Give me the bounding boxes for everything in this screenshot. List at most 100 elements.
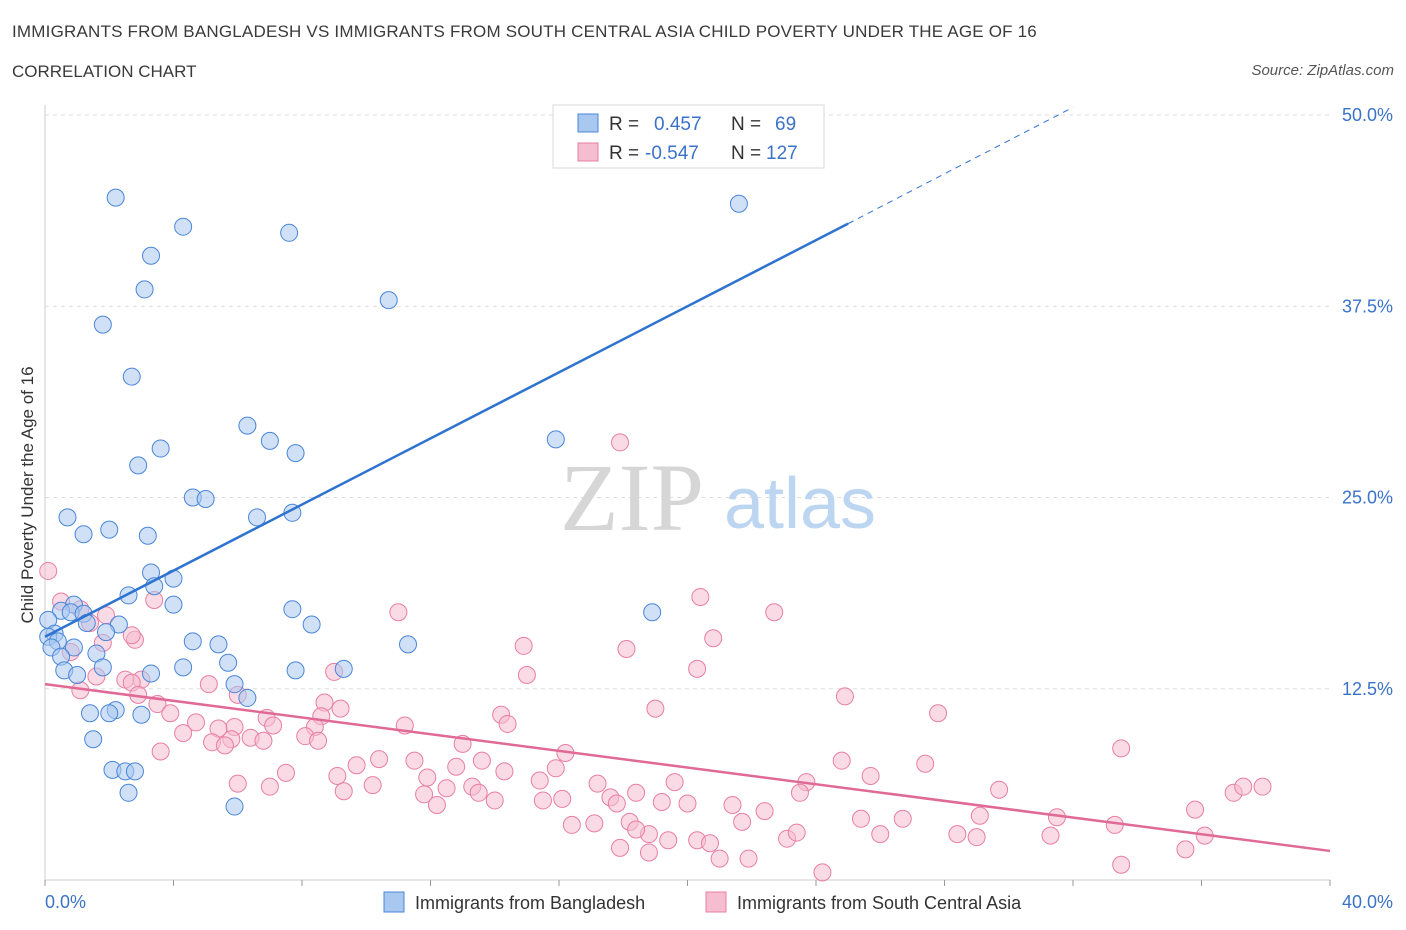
point-bangladesh [142,246,161,265]
point-south-central-asia [627,783,646,802]
point-south-central-asia [472,751,491,770]
point-south-central-asia [151,742,170,761]
point-south-central-asia [415,785,434,804]
point-south-central-asia [765,603,784,622]
point-bangladesh [125,762,144,781]
point-south-central-asia [1186,800,1205,819]
point-south-central-asia [611,838,630,857]
point-bangladesh [129,456,148,475]
point-bangladesh [93,658,112,677]
point-south-central-asia [437,779,456,798]
point-south-central-asia [553,789,572,808]
point-south-central-asia [495,762,514,781]
point-south-central-asia [652,792,671,811]
point-south-central-asia [916,754,935,773]
watermark-zip: ZIP [560,444,704,551]
watermark: ZIP atlas [560,444,876,551]
legend: Immigrants from Bangladesh Immigrants fr… [383,891,1022,913]
point-bangladesh [68,665,87,684]
stats-r-value: -0.547 [645,143,699,164]
point-south-central-asia [755,802,774,821]
point-bangladesh [183,632,202,651]
point-south-central-asia [948,825,967,844]
legend-label-bangladesh: Immigrants from Bangladesh [415,893,645,913]
point-south-central-asia [990,780,1009,799]
point-bangladesh [84,730,103,749]
point-south-central-asia [611,433,630,452]
point-bangladesh [80,704,99,723]
point-south-central-asia [1176,840,1195,859]
point-south-central-asia [39,561,58,580]
source-label: Source: ZipAtlas.com [1251,62,1394,79]
x-tick-labels: 0.0% 40.0% [45,892,1393,912]
point-south-central-asia [562,815,581,834]
legend-label-south-central-asia: Immigrants from South Central Asia [737,893,1022,913]
stats-n-value: 127 [766,143,798,164]
point-south-central-asia [260,777,279,796]
stats-r-label: R = [609,114,639,135]
point-south-central-asia [1234,777,1253,796]
point-south-central-asia [122,626,141,645]
point-south-central-asia [1253,777,1272,796]
point-south-central-asia [389,603,408,622]
point-south-central-asia [893,809,912,828]
stats-n-value: 69 [775,114,796,135]
point-bangladesh [260,431,279,450]
y-tick-label: 12.5% [1342,679,1393,699]
point-south-central-asia [517,665,536,684]
point-south-central-asia [659,831,678,850]
point-south-central-asia [700,834,719,853]
point-bangladesh [238,416,257,435]
point-south-central-asia [639,843,658,862]
point-bangladesh [379,291,398,310]
point-bangladesh [238,688,257,707]
chart-title: IMMIGRANTS FROM BANGLADESH VS IMMIGRANTS… [12,22,1037,41]
gridlines [45,114,1330,690]
point-south-central-asia [710,849,729,868]
point-bangladesh [286,661,305,680]
stats-swatch-blue [577,113,599,133]
y-tick-label: 50.0% [1342,105,1393,125]
point-bangladesh [302,615,321,634]
stats-n-label: N = [731,114,761,135]
x-tick-label-min: 0.0% [45,892,86,912]
point-bangladesh [164,595,183,614]
point-south-central-asia [469,783,488,802]
series-bangladesh-points [39,188,748,816]
point-south-central-asia [1112,855,1131,874]
point-south-central-asia [790,783,809,802]
stats-r-value: 0.457 [654,114,702,135]
point-south-central-asia [228,774,247,793]
point-south-central-asia [813,863,832,882]
point-south-central-asia [363,776,382,795]
point-south-central-asia [427,796,446,815]
point-south-central-asia [186,713,205,732]
point-south-central-asia [485,791,504,810]
point-bangladesh [399,635,418,654]
point-south-central-asia [334,782,353,801]
point-south-central-asia [835,687,854,706]
point-south-central-asia [723,796,742,815]
axes [44,105,1331,886]
point-south-central-asia [533,791,552,810]
point-bangladesh [225,797,244,816]
point-south-central-asia [331,699,350,718]
point-bangladesh [209,635,228,654]
stats-n-label: N = [731,143,761,164]
point-bangladesh [729,194,748,213]
point-bangladesh [58,508,77,527]
point-south-central-asia [627,820,646,839]
point-bangladesh [74,525,93,544]
y-tick-labels: 12.5% 25.0% 37.5% 50.0% [1342,105,1393,699]
point-bangladesh [132,705,151,724]
point-south-central-asia [309,731,328,750]
trend-line-bangladesh-extension [847,106,1074,225]
point-south-central-asia [530,771,549,790]
point-south-central-asia [929,704,948,723]
point-south-central-asia [871,825,890,844]
trend-lines [44,106,1331,853]
point-bangladesh [135,280,154,299]
chart-subtitle: CORRELATION CHART [12,62,197,81]
point-bangladesh [151,439,170,458]
